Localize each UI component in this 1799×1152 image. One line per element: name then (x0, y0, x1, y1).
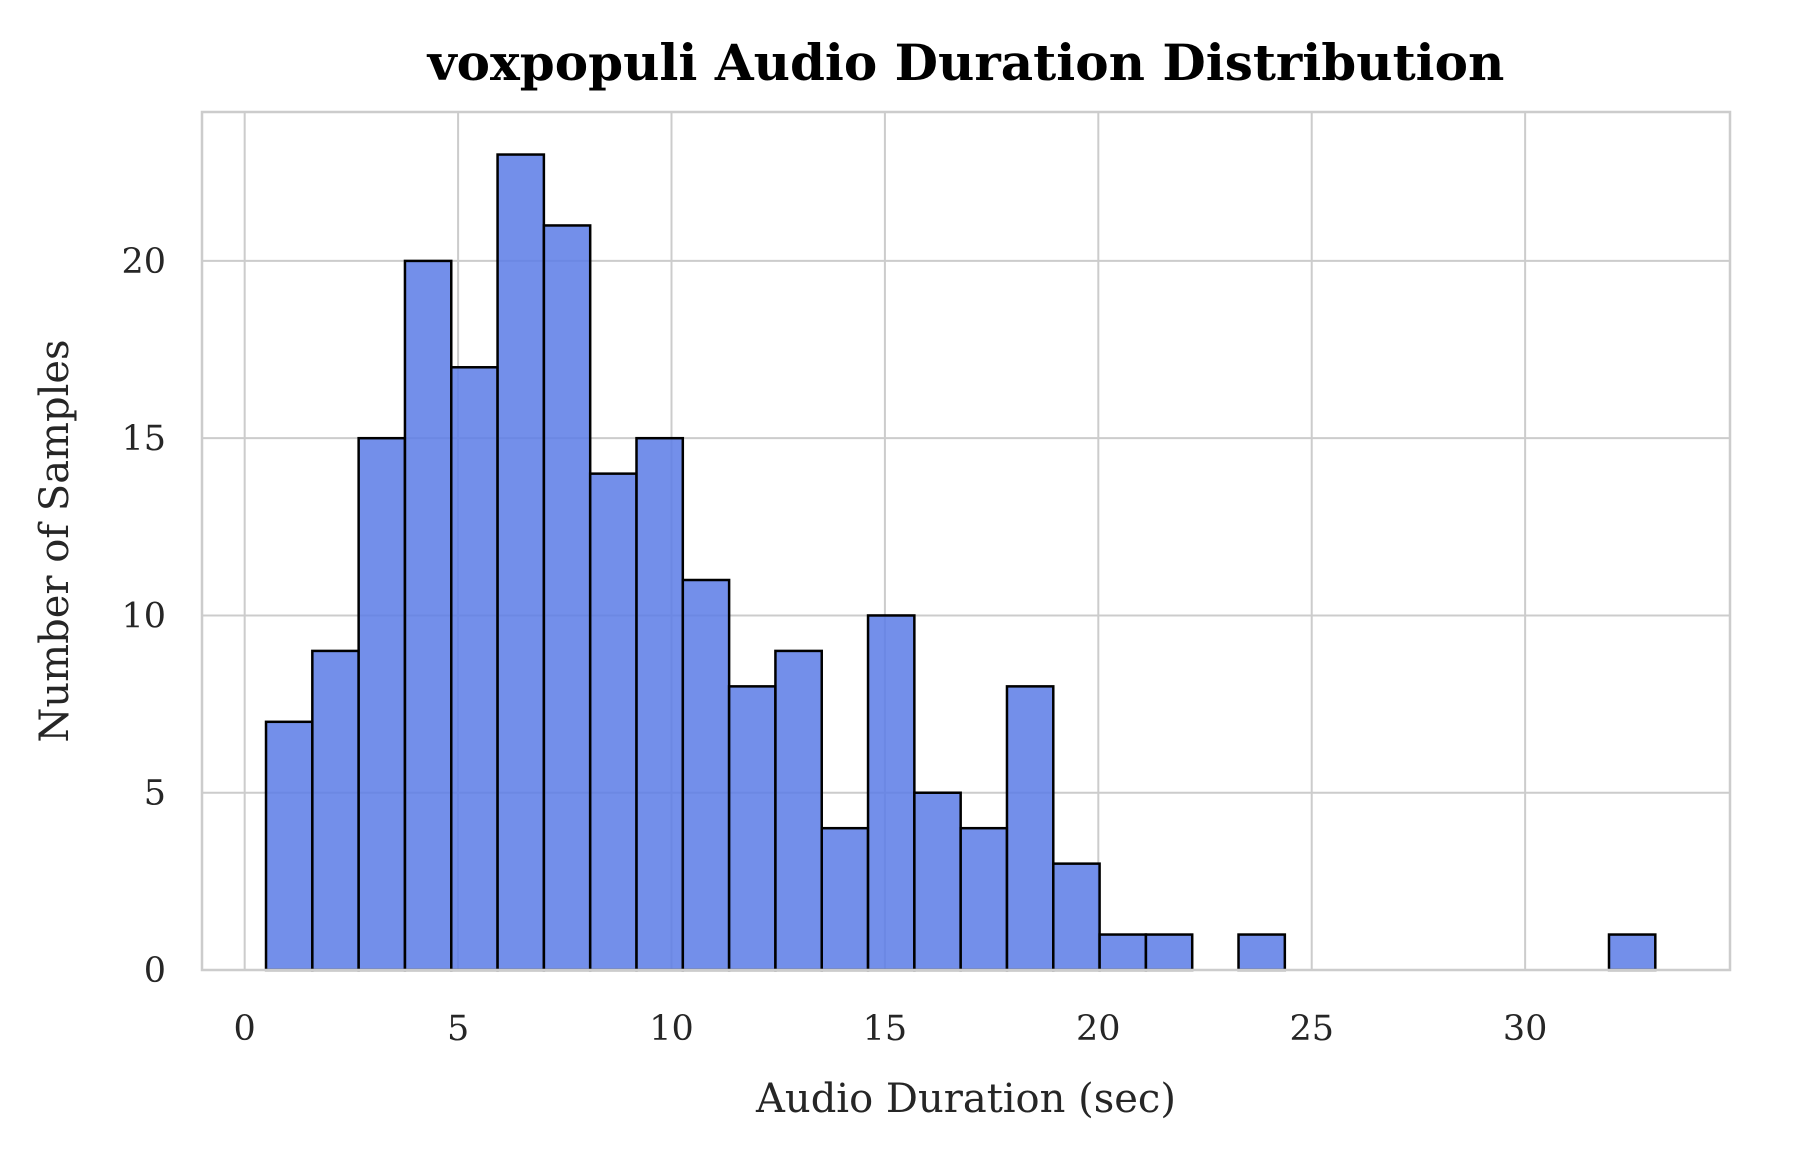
plot-frame (200, 110, 1732, 972)
x-axis-label: Audio Duration (sec) (755, 1076, 1176, 1122)
histogram-bar (866, 614, 916, 972)
histogram-bar (959, 826, 1009, 972)
histogram-bar (1607, 933, 1657, 972)
x-tick-label: 20 (1076, 1009, 1121, 1049)
histogram-bar (450, 366, 499, 972)
y-axis-label: Number of Samples (32, 339, 78, 742)
y-tick-label: 20 (121, 242, 166, 282)
x-tick-label: 10 (649, 1009, 694, 1049)
chart-title: voxpopuli Audio Duration Distribution (427, 33, 1505, 92)
histogram-bar (496, 153, 546, 972)
histogram-bar (264, 720, 314, 972)
histogram-bar (820, 826, 870, 972)
histogram-bar (588, 472, 638, 972)
histogram-bar (1098, 933, 1148, 972)
x-tick-label: 30 (1503, 1009, 1548, 1049)
y-tick-labels: 0 5 10 15 20 (121, 242, 166, 991)
histogram-bar (913, 791, 962, 972)
histogram-bar (681, 578, 731, 972)
histogram-bar (311, 649, 360, 972)
histogram-bar (635, 436, 685, 972)
histogram-bar (1052, 862, 1101, 972)
x-tick-label: 25 (1289, 1009, 1334, 1049)
histogram-bar (357, 436, 407, 972)
y-tick-label: 0 (144, 951, 166, 991)
histogram-bar (1237, 933, 1287, 972)
y-tick-label: 10 (121, 596, 166, 636)
x-tick-label: 0 (234, 1009, 256, 1049)
histogram-bars (264, 153, 1657, 972)
histogram-bar (542, 224, 592, 972)
x-tick-labels: 0 5 10 15 20 25 30 (234, 1009, 1548, 1049)
histogram-bar (1144, 933, 1194, 972)
x-tick-label: 5 (447, 1009, 469, 1049)
histogram-bar (774, 649, 823, 972)
histogram-bar (403, 259, 453, 972)
x-tick-label: 15 (863, 1009, 908, 1049)
histogram-bar (727, 685, 777, 972)
y-tick-label: 5 (144, 774, 166, 814)
histogram-bar (1005, 685, 1055, 972)
y-tick-label: 15 (121, 419, 166, 459)
